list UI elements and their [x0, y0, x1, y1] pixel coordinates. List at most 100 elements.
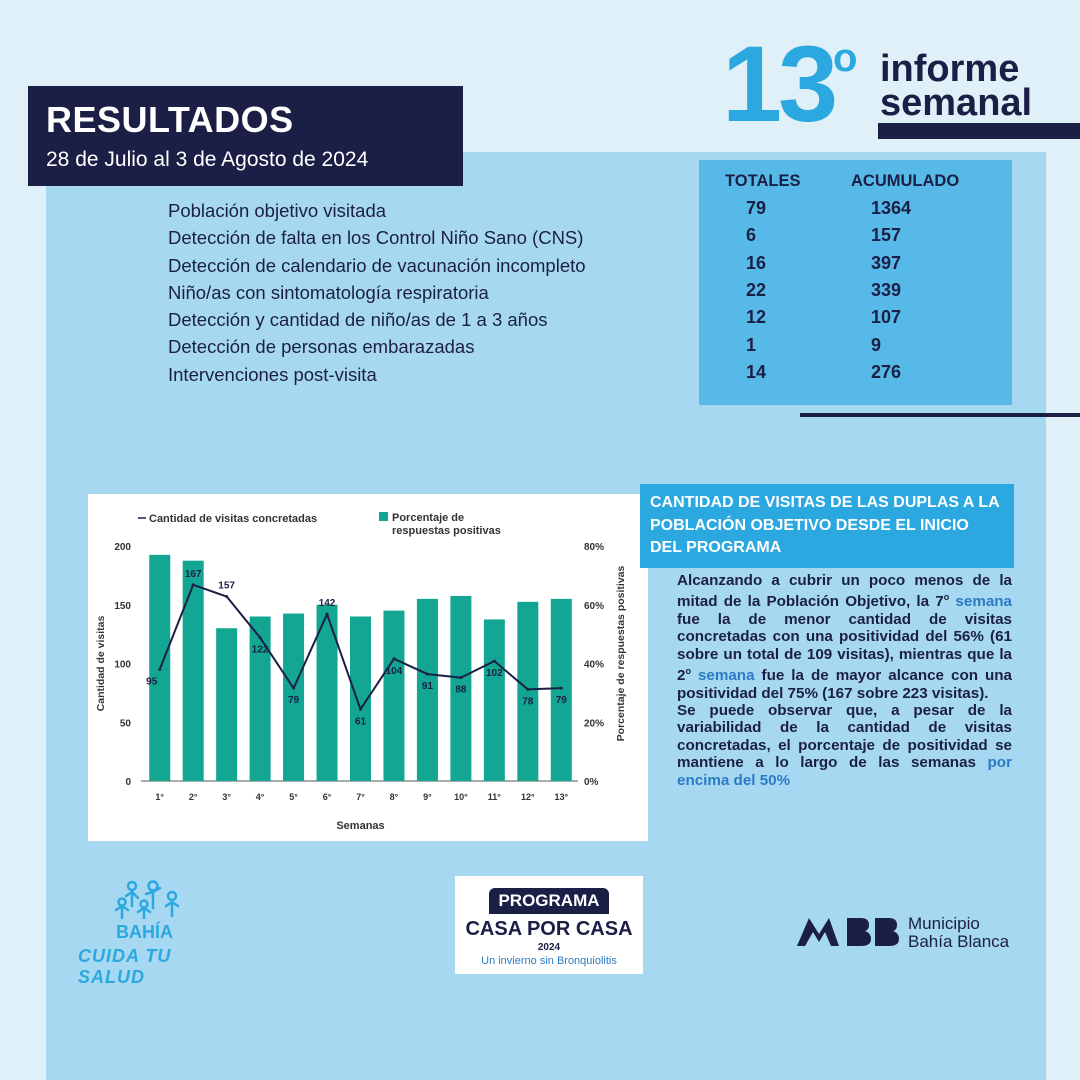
municipio-logo: Municipio Bahía Blanca: [795, 912, 1025, 952]
x-tick-label: 8°: [390, 792, 399, 802]
data-label: 104: [386, 666, 403, 677]
y-right-tick-label: 40%: [584, 660, 604, 671]
analysis-highlight: semana: [949, 593, 1012, 611]
x-tick-label: 7°: [356, 792, 365, 802]
municipio-name-line2: Bahía Blanca: [908, 932, 1010, 951]
analysis-text-part: Alcanzando a cubrir un poco menos de la …: [677, 572, 1012, 611]
casa-subtitle: Un invierno sin Bronquiolitis: [481, 955, 617, 967]
line-point: [158, 667, 162, 671]
bar: [383, 610, 405, 781]
bar: [416, 598, 438, 781]
data-label: 61: [355, 716, 367, 727]
x-tick-label: 4°: [256, 792, 265, 802]
line-point: [425, 672, 429, 676]
total-value: 1: [746, 334, 757, 355]
line-point: [492, 659, 496, 663]
data-label: 102: [486, 668, 503, 679]
y-right-tick-label: 80%: [584, 542, 604, 553]
data-label: 88: [455, 685, 467, 696]
y-left-tick-label: 100: [114, 660, 131, 671]
table-row: 79 1364: [699, 195, 1012, 222]
bar: [350, 616, 371, 781]
bar: [450, 595, 472, 781]
legend-bar-swatch: [379, 512, 388, 521]
results-title: RESULTADOS: [46, 99, 294, 140]
line-point: [559, 686, 563, 690]
y-left-tick-label: 150: [114, 601, 131, 612]
x-tick-label: 1°: [155, 792, 164, 802]
line-point: [392, 657, 396, 661]
y-right-axis-title: Porcentaje de respuestas positivas: [615, 566, 627, 742]
total-value: 14: [746, 361, 767, 382]
indicator-label: Detección de personas embarazadas: [168, 336, 475, 358]
casa-program-label: PROGRAMA: [489, 888, 609, 914]
municipio-mark-icon: [797, 918, 899, 946]
indicator-label: Detección de calendario de vacunación in…: [168, 254, 586, 276]
table-divider: [800, 413, 1080, 417]
legend-line-label: Cantidad de visitas concretadas: [149, 513, 317, 525]
line-point: [526, 687, 530, 691]
report-degree-mark: o: [833, 36, 858, 80]
analysis-text-part: fue la de mayor alcance con una positivi…: [677, 667, 1012, 702]
analysis-text: Alcanzando a cubrir un poco menos de la …: [677, 572, 1012, 789]
data-label: 157: [218, 581, 235, 592]
report-number: 13: [722, 23, 838, 144]
table-row: 12 107: [699, 304, 1012, 331]
casa-title: CASA POR CASA: [465, 918, 633, 940]
cumulative-value: 1364: [871, 198, 912, 218]
results-date-range: 28 de Julio al 3 de Agosto de 2024: [46, 148, 369, 171]
table-row: 14 276: [699, 359, 1012, 386]
x-tick-label: 2°: [189, 792, 198, 802]
x-tick-label: 6°: [323, 792, 332, 802]
cumulative-header: ACUMULADO: [851, 172, 960, 190]
line-point: [359, 707, 362, 711]
bar: [182, 560, 204, 781]
y-left-tick-label: 0: [125, 777, 131, 788]
analysis-highlight: por encima del 50%: [677, 754, 1012, 789]
x-tick-label: 10°: [454, 792, 468, 802]
table-row: 16 397: [699, 250, 1012, 277]
report-title-word1: informe: [880, 48, 1020, 90]
visits-chart: 0 50 100 150 200 0% 20% 40% 60% 80% 1° 2° 3° 4° 5° 6° 7°…: [95, 512, 627, 832]
y-right-tick-label: 20%: [584, 718, 604, 729]
analysis-text-part: Se puede observar que, a pesar de la var…: [677, 701, 1012, 772]
x-tick-label: 3°: [222, 792, 231, 802]
y-right-tick-label: 0%: [584, 777, 599, 788]
y-left-axis-title: Cantidad de visitas: [95, 615, 107, 711]
x-tick-label: 9°: [423, 792, 432, 802]
data-label: 122: [252, 645, 269, 656]
chart-card: 0 50 100 150 200 0% 20% 40% 60% 80% 1° 2° 3° 4° 5° 6° 7°…: [88, 494, 648, 841]
cumulative-value: 397: [871, 252, 902, 273]
total-value: 16: [746, 252, 767, 273]
indicator-label: Niño/as con sintomatología respiratoria: [168, 281, 489, 303]
bar: [316, 604, 338, 781]
totals-header: TOTALES: [725, 172, 801, 190]
data-label: 142: [319, 598, 336, 609]
bar: [249, 616, 271, 781]
indicator-label: Detección de falta en los Control Niño S…: [168, 227, 584, 249]
bahia-cuida-tu-salud-logo: BAHÍA CUIDA TU SALUD: [60, 876, 240, 987]
line-point: [225, 595, 229, 599]
table-row: 22 339: [699, 277, 1012, 304]
casa-year: 2024: [537, 942, 561, 953]
x-tick-label: 12°: [521, 792, 535, 802]
bahia-tagline: CUIDA TU SALUD: [78, 946, 172, 987]
total-value: 12: [746, 307, 767, 328]
x-tick-label: 11°: [488, 792, 502, 802]
cumulative-value: 339: [871, 279, 902, 300]
line-point: [191, 583, 195, 587]
total-value: 22: [746, 279, 767, 300]
data-label: 91: [422, 681, 434, 692]
bar: [550, 598, 572, 781]
bar: [483, 619, 505, 781]
ordinal-mark: o: [685, 666, 691, 677]
legend-bar-label: respuestas positivas: [392, 525, 501, 537]
results-header: RESULTADOS 28 de Julio al 3 de Agosto de…: [28, 86, 463, 186]
total-value: 79: [746, 198, 767, 218]
cumulative-value: 276: [871, 361, 902, 382]
municipio-name-line1: Municipio: [908, 914, 980, 933]
line-point: [459, 676, 463, 680]
table-row: 6 157: [699, 222, 1012, 249]
family-icon: [114, 880, 180, 920]
y-left-tick-label: 50: [120, 718, 132, 729]
